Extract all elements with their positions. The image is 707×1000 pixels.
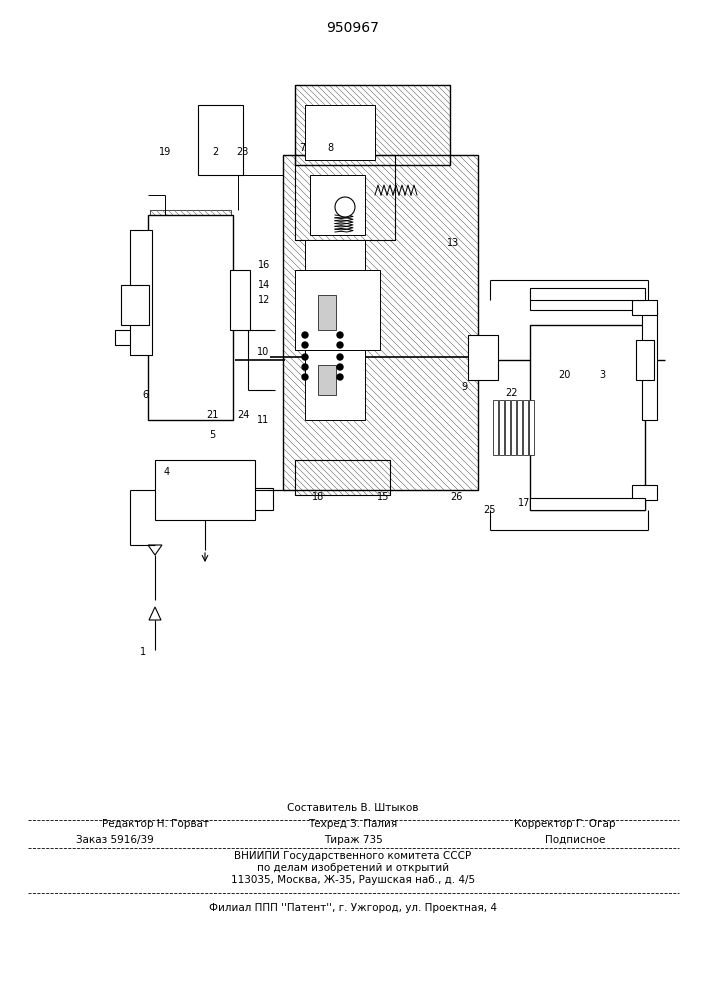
- Text: 26: 26: [450, 492, 462, 502]
- Bar: [295, 460, 390, 495]
- Bar: [530, 290, 640, 310]
- Bar: [530, 288, 645, 300]
- Circle shape: [337, 364, 343, 370]
- Text: 24: 24: [237, 410, 249, 420]
- Text: 6: 6: [142, 390, 148, 400]
- Text: 17: 17: [518, 498, 530, 508]
- Text: Заказ 5916/39: Заказ 5916/39: [76, 835, 154, 845]
- Text: 9: 9: [461, 382, 467, 392]
- Text: 1: 1: [140, 647, 146, 657]
- Circle shape: [337, 342, 343, 348]
- Text: 23: 23: [236, 147, 248, 157]
- Bar: [148, 215, 233, 420]
- Bar: [283, 155, 478, 490]
- Bar: [499, 400, 504, 455]
- Bar: [295, 270, 380, 350]
- Bar: [523, 400, 528, 455]
- Text: 11: 11: [257, 415, 269, 425]
- Text: 3: 3: [599, 370, 605, 380]
- Bar: [253, 488, 273, 510]
- Bar: [150, 210, 231, 240]
- Text: 16: 16: [258, 260, 270, 270]
- Bar: [305, 105, 375, 160]
- Bar: [130, 230, 152, 355]
- Bar: [230, 270, 250, 330]
- Text: 7: 7: [299, 143, 305, 153]
- Bar: [632, 485, 657, 500]
- Bar: [636, 340, 654, 380]
- Bar: [305, 240, 365, 310]
- Bar: [310, 175, 365, 235]
- Bar: [511, 400, 516, 455]
- Text: 25: 25: [484, 505, 496, 515]
- Circle shape: [337, 354, 343, 360]
- Bar: [468, 335, 498, 380]
- Text: Филиал ППП ''Патент'', г. Ужгород, ул. Проектная, 4: Филиал ППП ''Патент'', г. Ужгород, ул. П…: [209, 903, 497, 913]
- Bar: [529, 400, 534, 455]
- Bar: [115, 330, 131, 345]
- Text: по делам изобретений и открытий: по делам изобретений и открытий: [257, 863, 449, 873]
- Bar: [318, 365, 336, 395]
- Circle shape: [302, 342, 308, 348]
- Bar: [200, 150, 241, 175]
- Text: 19: 19: [159, 147, 171, 157]
- Circle shape: [302, 374, 308, 380]
- Text: 13: 13: [447, 238, 459, 248]
- Text: 950967: 950967: [327, 21, 380, 35]
- Circle shape: [337, 374, 343, 380]
- Text: 20: 20: [558, 370, 570, 380]
- Text: 2: 2: [212, 147, 218, 157]
- Bar: [295, 155, 395, 240]
- Circle shape: [335, 197, 355, 217]
- Text: Техред З. Палия: Техред З. Палия: [308, 819, 397, 829]
- Text: Корректор Г. Огар: Корректор Г. Огар: [514, 819, 616, 829]
- Text: Редактор Н. Горват: Редактор Н. Горват: [102, 819, 209, 829]
- Text: 4: 4: [164, 467, 170, 477]
- Circle shape: [302, 332, 308, 338]
- Bar: [493, 400, 498, 455]
- Text: 15: 15: [377, 492, 389, 502]
- Text: Составитель В. Штыков: Составитель В. Штыков: [287, 803, 419, 813]
- Circle shape: [302, 364, 308, 370]
- Bar: [470, 337, 496, 378]
- Bar: [295, 85, 450, 165]
- Text: Тираж 735: Тираж 735: [324, 835, 382, 845]
- Bar: [295, 85, 450, 165]
- Text: Подписное: Подписное: [545, 835, 605, 845]
- Circle shape: [337, 332, 343, 338]
- Bar: [215, 157, 230, 172]
- Bar: [318, 295, 336, 330]
- Text: 5: 5: [209, 430, 215, 440]
- Bar: [305, 350, 365, 420]
- Text: 113035, Москва, Ж-35, Раушская наб., д. 4/5: 113035, Москва, Ж-35, Раушская наб., д. …: [231, 875, 475, 885]
- Bar: [530, 325, 645, 510]
- Bar: [642, 310, 657, 420]
- Bar: [155, 460, 255, 520]
- Text: ВНИИПИ Государственного комитета СССР: ВНИИПИ Государственного комитета СССР: [235, 851, 472, 861]
- Bar: [121, 285, 149, 325]
- Bar: [632, 300, 657, 315]
- Bar: [198, 105, 243, 175]
- Text: 21: 21: [206, 410, 218, 420]
- Text: 8: 8: [327, 143, 333, 153]
- Text: 22: 22: [506, 388, 518, 398]
- Bar: [530, 498, 645, 510]
- Bar: [150, 390, 231, 420]
- Bar: [283, 155, 478, 490]
- Text: 14: 14: [258, 280, 270, 290]
- Bar: [505, 400, 510, 455]
- Circle shape: [302, 354, 308, 360]
- Bar: [295, 155, 395, 240]
- Text: 18: 18: [312, 492, 324, 502]
- Text: 10: 10: [257, 347, 269, 357]
- Bar: [517, 400, 522, 455]
- Text: 12: 12: [258, 295, 270, 305]
- Bar: [295, 460, 390, 495]
